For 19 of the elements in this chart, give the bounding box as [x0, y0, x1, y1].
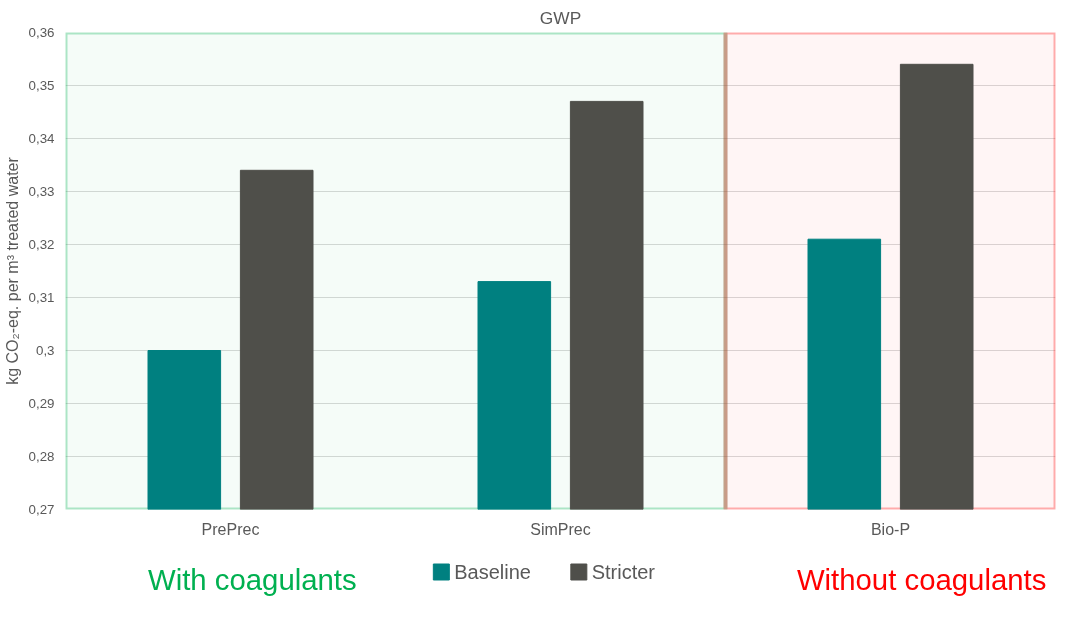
y-tick-label: 0,34 — [28, 131, 56, 146]
x-tick-label: PrePrec — [201, 520, 260, 538]
y-tick-label: 0,36 — [28, 25, 55, 40]
y-tick-label: 0,28 — [28, 449, 55, 464]
y-tick-label: 0,27 — [28, 502, 55, 517]
y-tick-label: 0,32 — [28, 237, 55, 252]
band-label: Without coagulants — [796, 562, 1047, 596]
legend-label: Stricter — [591, 561, 656, 583]
x-tick-label: SimPrec — [530, 520, 591, 538]
y-tick-label: 0,33 — [28, 184, 55, 199]
y-tick-label: 0,31 — [28, 290, 55, 305]
x-tick-label: Bio-P — [870, 520, 911, 538]
legend-label: Baseline — [454, 561, 531, 583]
y-tick-label: 0,35 — [28, 78, 55, 93]
chart-title: GWP — [539, 7, 582, 28]
y-tick-label: 0,3 — [35, 343, 55, 358]
y-tick-label: 0,29 — [28, 396, 55, 411]
y-axis-title: kg CO₂-eq. per m³ treated water — [3, 156, 21, 385]
band-label: With coagulants — [148, 562, 357, 596]
